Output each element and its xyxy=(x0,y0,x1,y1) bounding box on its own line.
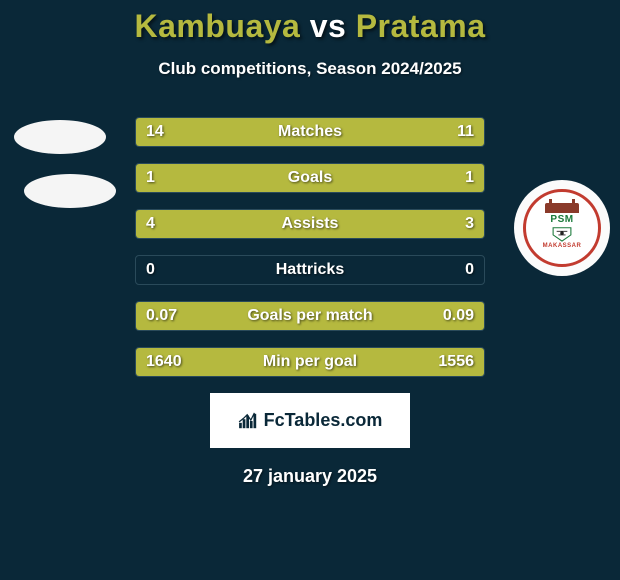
player1-club-badge-bottom xyxy=(24,174,116,208)
stat-row: 14 Matches 11 xyxy=(135,117,485,147)
stat-fill-right xyxy=(310,164,484,192)
stat-value-left: 0 xyxy=(146,261,155,279)
brand-text: FcTables.com xyxy=(264,410,383,431)
psm-label: PSM xyxy=(550,214,573,225)
stat-row: 1 Goals 1 xyxy=(135,163,485,193)
stat-value-right: 3 xyxy=(465,215,474,233)
psm-fort-icon xyxy=(545,203,579,213)
comparison-card: Kambuaya vs Pratama Club competitions, S… xyxy=(0,0,620,487)
stat-label: Hattricks xyxy=(276,261,344,279)
subtitle: Club competitions, Season 2024/2025 xyxy=(0,59,620,79)
player1-club-badge-top xyxy=(14,120,106,154)
stat-label: Goals xyxy=(288,169,332,187)
player2-club-badge: PSM MAKASSAR xyxy=(514,180,610,276)
stat-value-left: 1640 xyxy=(146,353,182,371)
player1-name: Kambuaya xyxy=(134,8,300,44)
stat-value-right: 11 xyxy=(457,123,474,141)
stat-value-left: 1 xyxy=(146,169,155,187)
brand: FcTables.com xyxy=(238,410,383,431)
page-title: Kambuaya vs Pratama xyxy=(0,8,620,45)
stat-value-left: 0.07 xyxy=(146,307,177,325)
brand-box: FcTables.com xyxy=(210,393,410,448)
player2-name: Pratama xyxy=(356,8,486,44)
stats-bars: 14Matches111Goals14Assists30Hattricks00.… xyxy=(135,117,485,377)
vs-separator: vs xyxy=(310,8,347,44)
bars-icon xyxy=(238,412,260,430)
stat-value-left: 4 xyxy=(146,215,155,233)
date-label: 27 january 2025 xyxy=(0,466,620,487)
stat-value-left: 14 xyxy=(146,123,164,141)
psm-shield-icon xyxy=(551,226,573,242)
stat-label: Min per goal xyxy=(263,353,357,371)
stat-value-right: 1 xyxy=(465,169,474,187)
stat-value-right: 1556 xyxy=(438,353,474,371)
stat-value-right: 0.09 xyxy=(443,307,474,325)
stat-row: 4 Assists 3 xyxy=(135,209,485,239)
psm-logo: PSM MAKASSAR xyxy=(523,189,601,267)
stat-value-right: 0 xyxy=(465,261,474,279)
stat-label: Matches xyxy=(278,123,342,141)
stat-row: 0 Hattricks 0 xyxy=(135,255,485,285)
stat-fill-right xyxy=(334,210,484,238)
stat-row: 0.07 Goals per match 0.09 xyxy=(135,301,485,331)
stat-label: Assists xyxy=(282,215,339,233)
psm-city-label: MAKASSAR xyxy=(543,243,582,249)
stat-label: Goals per match xyxy=(247,307,372,325)
stat-fill-left xyxy=(136,164,310,192)
stat-row: 1640 Min per goal 1556 xyxy=(135,347,485,377)
